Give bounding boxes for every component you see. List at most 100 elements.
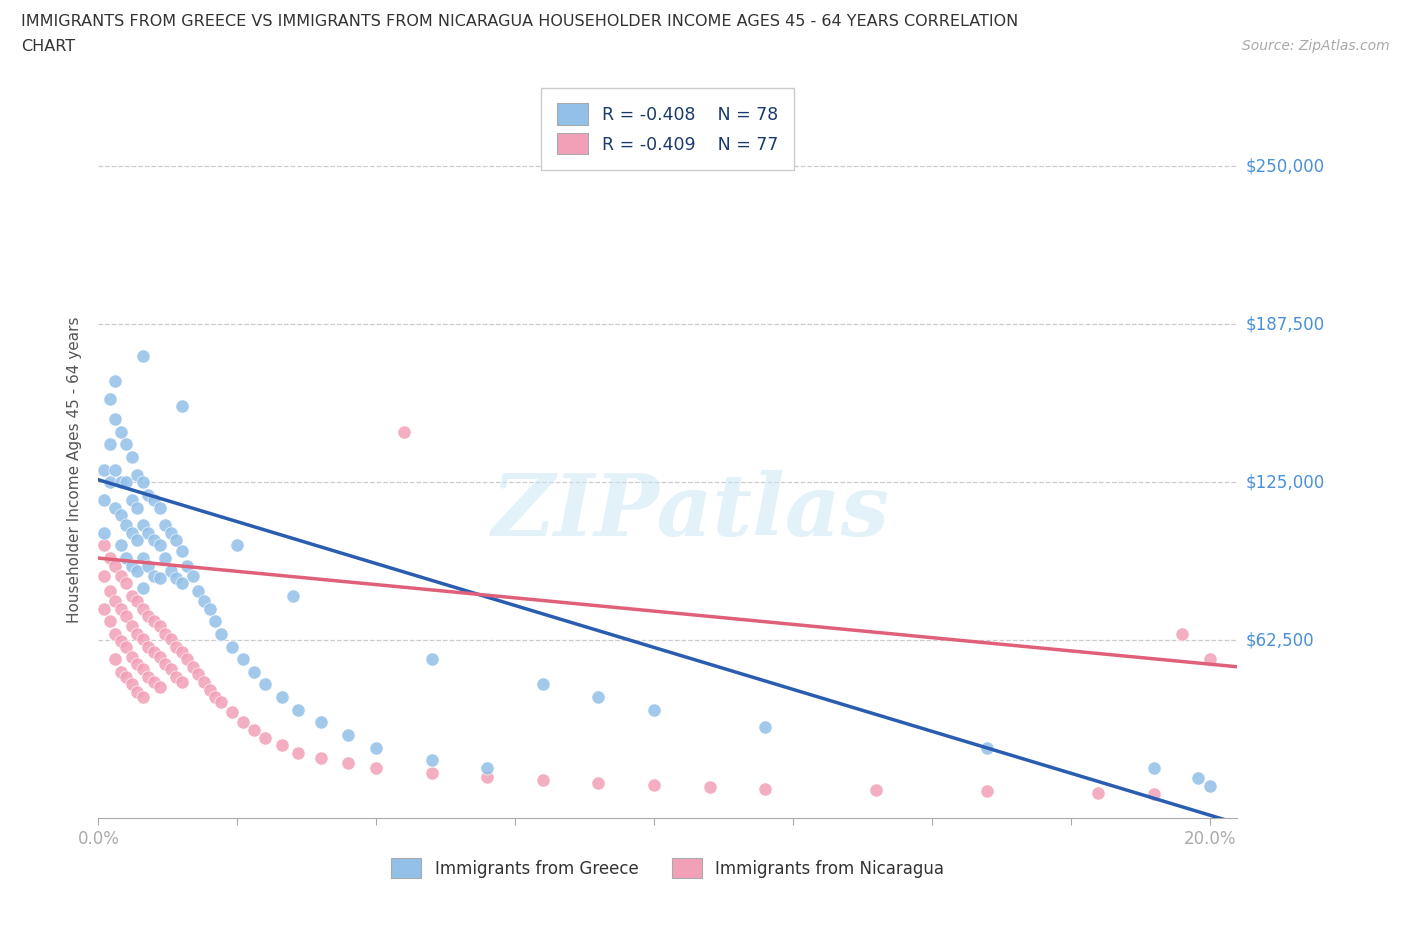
Point bbox=[132, 662, 155, 677]
Point bbox=[198, 682, 221, 697]
Point bbox=[110, 475, 132, 490]
Point bbox=[121, 493, 143, 508]
Point bbox=[127, 684, 149, 699]
Point bbox=[754, 720, 776, 735]
Point bbox=[110, 664, 132, 679]
Point bbox=[337, 727, 360, 742]
Point bbox=[127, 467, 149, 482]
Point bbox=[221, 639, 243, 654]
Point bbox=[132, 601, 155, 616]
Point bbox=[159, 631, 181, 646]
Point bbox=[110, 538, 132, 553]
Text: CHART: CHART bbox=[21, 39, 75, 54]
Point bbox=[193, 674, 215, 689]
Point bbox=[865, 783, 887, 798]
Point bbox=[181, 659, 204, 674]
Point bbox=[138, 670, 160, 684]
Point bbox=[93, 493, 115, 508]
Point bbox=[588, 690, 610, 705]
Point bbox=[420, 765, 443, 780]
Point bbox=[699, 779, 721, 794]
Point bbox=[477, 761, 499, 776]
Legend: Immigrants from Greece, Immigrants from Nicaragua: Immigrants from Greece, Immigrants from … bbox=[384, 850, 952, 887]
Point bbox=[148, 680, 170, 695]
Point bbox=[153, 551, 176, 565]
Point bbox=[187, 583, 209, 598]
Point bbox=[165, 533, 187, 548]
Point bbox=[148, 618, 170, 633]
Point bbox=[110, 601, 132, 616]
Point bbox=[104, 627, 127, 642]
Point bbox=[148, 500, 170, 515]
Point bbox=[121, 677, 143, 692]
Point bbox=[420, 652, 443, 667]
Point bbox=[115, 518, 138, 533]
Point bbox=[392, 424, 415, 439]
Text: IMMIGRANTS FROM GREECE VS IMMIGRANTS FROM NICARAGUA HOUSEHOLDER INCOME AGES 45 -: IMMIGRANTS FROM GREECE VS IMMIGRANTS FRO… bbox=[21, 14, 1018, 29]
Point bbox=[98, 583, 121, 598]
Point bbox=[159, 564, 181, 578]
Point bbox=[104, 593, 127, 608]
Text: $187,500: $187,500 bbox=[1246, 315, 1324, 333]
Point bbox=[104, 500, 127, 515]
Point bbox=[309, 715, 332, 730]
Point bbox=[110, 634, 132, 649]
Point bbox=[643, 702, 665, 717]
Point bbox=[132, 475, 155, 490]
Point bbox=[337, 755, 360, 770]
Point bbox=[209, 627, 232, 642]
Point bbox=[127, 533, 149, 548]
Point bbox=[98, 437, 121, 452]
Point bbox=[121, 618, 143, 633]
Point bbox=[198, 601, 221, 616]
Point bbox=[138, 487, 160, 502]
Point bbox=[153, 627, 176, 642]
Point bbox=[132, 349, 155, 364]
Point bbox=[243, 723, 266, 737]
Point bbox=[138, 525, 160, 540]
Point bbox=[531, 677, 554, 692]
Point bbox=[270, 737, 292, 752]
Point bbox=[165, 571, 187, 586]
Point bbox=[127, 593, 149, 608]
Point bbox=[204, 690, 226, 705]
Point bbox=[193, 593, 215, 608]
Point bbox=[221, 705, 243, 720]
Point bbox=[98, 614, 121, 629]
Point bbox=[115, 576, 138, 591]
Point bbox=[143, 493, 166, 508]
Point bbox=[254, 730, 277, 745]
Point bbox=[588, 776, 610, 790]
Point bbox=[110, 568, 132, 583]
Point bbox=[159, 525, 181, 540]
Point bbox=[143, 674, 166, 689]
Point bbox=[170, 576, 193, 591]
Point bbox=[104, 462, 127, 477]
Point bbox=[121, 525, 143, 540]
Point bbox=[1187, 771, 1209, 786]
Point bbox=[104, 652, 127, 667]
Point bbox=[115, 475, 138, 490]
Point bbox=[121, 558, 143, 573]
Point bbox=[148, 571, 170, 586]
Point bbox=[132, 690, 155, 705]
Point bbox=[115, 551, 138, 565]
Point bbox=[754, 781, 776, 796]
Point bbox=[143, 568, 166, 583]
Point bbox=[93, 601, 115, 616]
Point bbox=[531, 773, 554, 788]
Point bbox=[127, 657, 149, 671]
Point bbox=[287, 702, 309, 717]
Point bbox=[148, 649, 170, 664]
Point bbox=[181, 568, 204, 583]
Point bbox=[976, 740, 998, 755]
Point bbox=[1170, 627, 1192, 642]
Point bbox=[209, 695, 232, 710]
Text: ZIPatlas: ZIPatlas bbox=[492, 470, 890, 553]
Point bbox=[138, 639, 160, 654]
Point bbox=[115, 437, 138, 452]
Point bbox=[170, 644, 193, 659]
Point bbox=[243, 664, 266, 679]
Y-axis label: Householder Income Ages 45 - 64 years: Householder Income Ages 45 - 64 years bbox=[67, 316, 83, 623]
Point bbox=[110, 424, 132, 439]
